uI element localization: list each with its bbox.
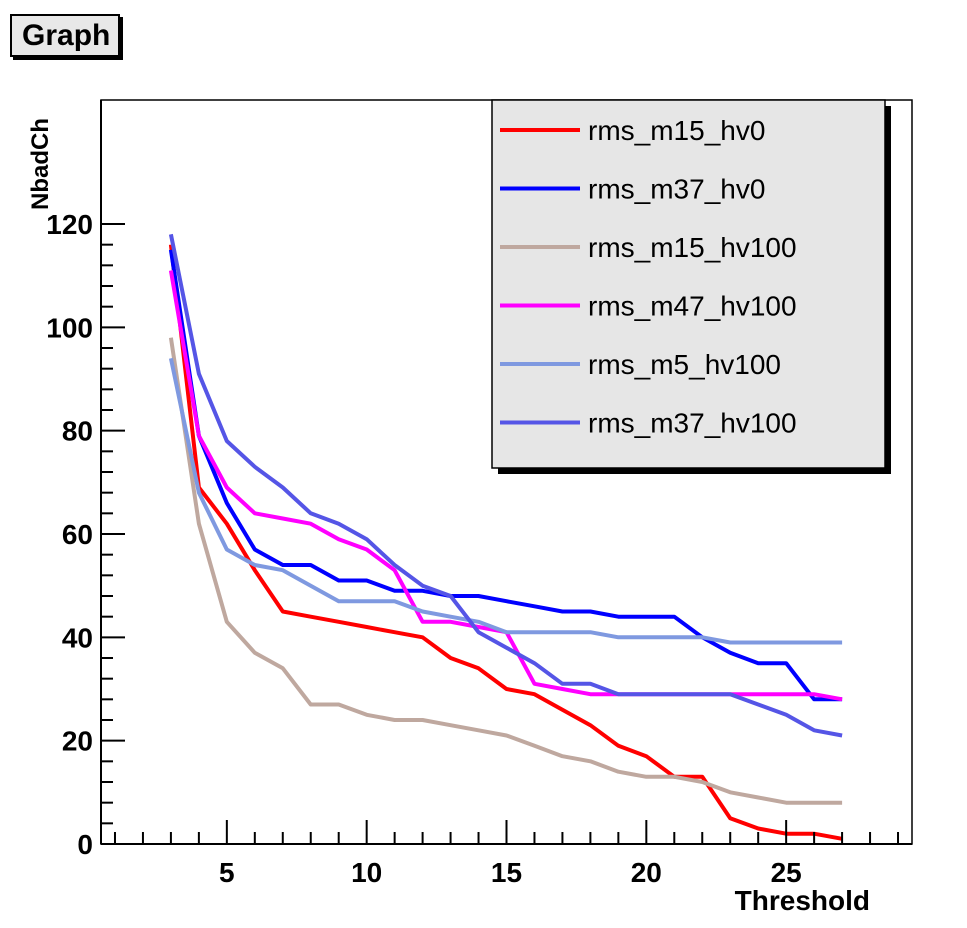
y-tick-label: 60 [62,519,93,550]
x-tick-label: 20 [631,857,662,888]
legend-entry-label: rms_m47_hv100 [588,291,797,322]
x-axis-label: Threshold [735,885,870,916]
legend-box [491,99,886,469]
series-line-rms-m15-hv0 [168,244,843,841]
x-tick-label: 15 [491,857,522,888]
x-tick-label: 25 [771,857,802,888]
series-line-rms-m37-hv100 [168,233,843,738]
chart-title: Graph [10,14,121,57]
y-tick-label: 120 [46,209,93,240]
legend-entry-label: rms_m15_hv100 [588,232,797,263]
series-line-rms-m37-hv0 [168,249,843,702]
y-axis-label: NbadCh [27,118,54,210]
series-line-rms-m15-hv100 [168,337,843,805]
legend-entry-label: rms_m5_hv100 [588,349,781,380]
y-tick-label: 40 [62,622,93,653]
legend-entry-label: rms_m37_hv100 [588,408,797,439]
legend-entry-label: rms_m15_hv0 [588,115,765,146]
series-line-rms-m5-hv100 [168,357,843,645]
legend-entry-label: rms_m37_hv0 [588,174,765,205]
y-tick-label: 20 [62,726,93,757]
x-tick-label: 5 [219,857,235,888]
y-tick-label: 100 [46,312,93,343]
x-tick-label: 10 [351,857,382,888]
y-tick-label: 0 [77,829,93,860]
y-tick-label: 80 [62,416,93,447]
